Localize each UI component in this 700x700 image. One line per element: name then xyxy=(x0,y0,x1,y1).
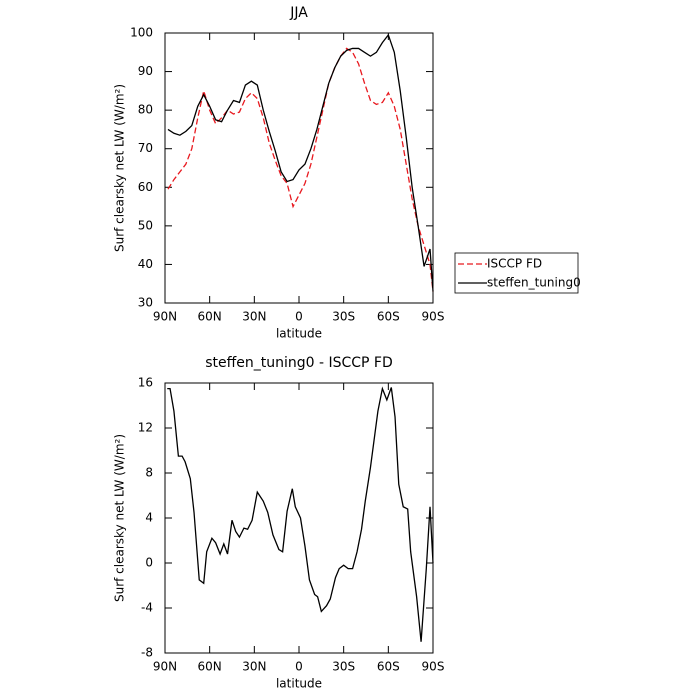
legend-label: steffen_tuning0 xyxy=(487,276,581,290)
x-tick-label: 30N xyxy=(242,310,266,324)
x-tick-label: 90N xyxy=(153,310,177,324)
x-tick-label: 30S xyxy=(332,660,355,674)
x-tick-label: 30S xyxy=(332,310,355,324)
y-tick-label: 30 xyxy=(138,296,153,310)
y-tick-label: 12 xyxy=(138,421,153,435)
x-tick-label: 90S xyxy=(422,660,445,674)
x-tick-label: 90N xyxy=(153,660,177,674)
y-tick-label: 70 xyxy=(138,141,153,155)
y-tick-label: 0 xyxy=(145,556,153,570)
chart-title: JJA xyxy=(289,5,308,21)
plot-frame xyxy=(164,32,434,304)
plot-frame xyxy=(164,382,434,654)
y-tick-label: 50 xyxy=(138,218,153,232)
x-tick-label: 0 xyxy=(295,660,303,674)
y-tick-label: -8 xyxy=(141,646,153,660)
x-tick-label: 60N xyxy=(198,660,222,674)
x-axis-label: latitude xyxy=(276,327,322,341)
series-line xyxy=(167,33,434,292)
x-tick-label: 30N xyxy=(242,660,266,674)
x-axis-label: latitude xyxy=(276,677,322,691)
series-line xyxy=(167,47,434,292)
chart-title: steffen_tuning0 - ISCCP FD xyxy=(205,355,393,371)
y-axis-label: Surf clearsky net LW (W/m²) xyxy=(113,434,127,602)
y-tick-label: 60 xyxy=(138,180,153,194)
series-line xyxy=(167,386,434,642)
y-tick-label: 100 xyxy=(130,26,153,40)
y-tick-label: -4 xyxy=(141,601,153,615)
y-tick-label: 40 xyxy=(138,257,153,271)
y-tick-label: 8 xyxy=(145,466,153,480)
legend-box xyxy=(454,252,579,294)
legend-label: ISCCP FD xyxy=(487,257,542,271)
x-tick-label: 60S xyxy=(377,310,400,324)
x-tick-label: 90S xyxy=(422,310,445,324)
x-tick-label: 0 xyxy=(295,310,303,324)
y-axis-label: Surf clearsky net LW (W/m²) xyxy=(113,84,127,252)
x-tick-label: 60N xyxy=(198,310,222,324)
y-tick-label: 80 xyxy=(138,103,153,117)
y-tick-label: 4 xyxy=(145,511,153,525)
y-tick-label: 16 xyxy=(138,376,153,390)
y-tick-label: 90 xyxy=(138,64,153,78)
x-tick-label: 60S xyxy=(377,660,400,674)
